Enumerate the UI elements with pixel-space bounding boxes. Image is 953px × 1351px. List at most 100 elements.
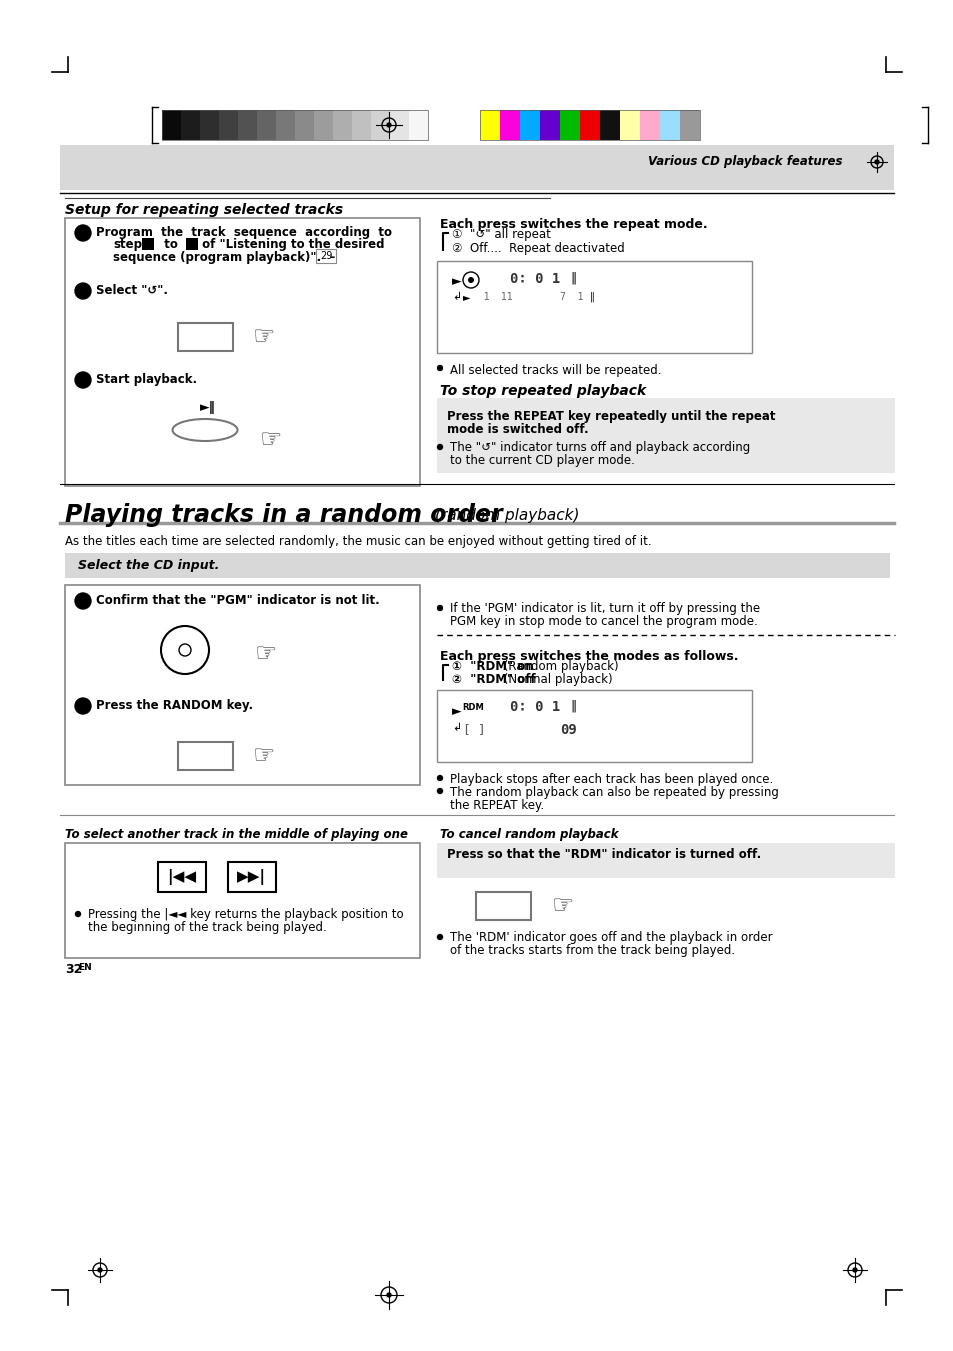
Text: ↲: ↲ (452, 723, 461, 734)
Bar (294, 109, 314, 141)
Text: 1: 1 (472, 292, 489, 303)
Text: 32: 32 (65, 963, 82, 975)
Bar (178, 323, 233, 351)
Text: ‖: ‖ (569, 700, 576, 713)
Text: Playback stops after each track has been played once.: Playback stops after each track has been… (450, 773, 773, 786)
Bar (436, 261, 751, 353)
Bar (162, 109, 428, 141)
FancyBboxPatch shape (186, 238, 198, 250)
Bar (200, 109, 219, 141)
Bar (579, 109, 599, 141)
Text: ‖: ‖ (569, 272, 576, 285)
Text: |◀◀: |◀◀ (168, 869, 196, 885)
Bar (436, 843, 894, 878)
Text: the beginning of the track being played.: the beginning of the track being played. (88, 921, 327, 934)
Text: to the current CD player mode.: to the current CD player mode. (450, 454, 634, 467)
Circle shape (437, 605, 442, 611)
Bar (436, 690, 751, 762)
Text: Each press switches the modes as follows.: Each press switches the modes as follows… (439, 650, 738, 663)
Circle shape (437, 775, 442, 781)
Circle shape (75, 912, 80, 916)
Bar (619, 109, 639, 141)
Text: Press the RANDOM key.: Press the RANDOM key. (96, 698, 253, 712)
Text: Select "↺".: Select "↺". (96, 284, 168, 297)
Text: Pressing the |◄◄ key returns the playback position to: Pressing the |◄◄ key returns the playbac… (88, 908, 403, 921)
Circle shape (98, 1269, 102, 1273)
Text: sequence (program playback)".  –: sequence (program playback)". – (112, 251, 335, 263)
Bar (352, 109, 371, 141)
Text: of "Listening to the desired: of "Listening to the desired (198, 238, 384, 251)
Text: If the 'PGM' indicator is lit, turn it off by pressing the: If the 'PGM' indicator is lit, turn it o… (450, 603, 760, 615)
Text: 11: 11 (495, 292, 512, 303)
Text: 2: 2 (79, 286, 87, 296)
Bar (65, 843, 419, 958)
Text: Program  the  track  sequence  according  to: Program the track sequence according to (96, 226, 392, 239)
Bar (237, 109, 256, 141)
Text: 3: 3 (79, 376, 87, 385)
Text: ►‖: ►‖ (200, 401, 215, 415)
Text: All selected tracks will be repeated.: All selected tracks will be repeated. (450, 363, 660, 377)
Bar (479, 109, 499, 141)
Text: Select the CD input.: Select the CD input. (78, 558, 219, 571)
Text: ①  "↺" all repeat: ① "↺" all repeat (452, 228, 550, 240)
Text: 1: 1 (145, 239, 152, 249)
FancyBboxPatch shape (142, 238, 153, 250)
Text: (Normal playback): (Normal playback) (499, 673, 612, 686)
Text: EN: EN (78, 963, 91, 971)
Circle shape (75, 282, 91, 299)
Bar (158, 862, 206, 892)
Text: 0∶ 0 1: 0∶ 0 1 (510, 272, 559, 286)
Text: 09: 09 (559, 723, 577, 738)
Bar (479, 109, 700, 141)
Text: ►: ► (452, 705, 461, 717)
Text: To stop repeated playback: To stop repeated playback (439, 384, 645, 399)
Circle shape (437, 789, 442, 793)
Bar (178, 742, 233, 770)
Text: Setup for repeating selected tracks: Setup for repeating selected tracks (65, 203, 343, 218)
Text: 29: 29 (319, 251, 332, 261)
Text: to: to (156, 238, 186, 251)
Bar (476, 892, 531, 920)
Circle shape (75, 698, 91, 713)
Text: ①  "RDM" on: ① "RDM" on (452, 661, 533, 673)
Bar (228, 862, 275, 892)
Bar (333, 109, 352, 141)
Bar (65, 585, 419, 785)
Text: Press the REPEAT key repeatedly until the repeat: Press the REPEAT key repeatedly until th… (447, 409, 775, 423)
Bar (679, 109, 700, 141)
Circle shape (437, 935, 442, 939)
Text: ‖: ‖ (589, 292, 595, 303)
Circle shape (75, 372, 91, 388)
Text: PGM key in stop mode to cancel the program mode.: PGM key in stop mode to cancel the progr… (450, 615, 757, 628)
Text: ☞: ☞ (254, 642, 277, 666)
Bar (371, 109, 390, 141)
Text: To select another track in the middle of playing one: To select another track in the middle of… (65, 828, 408, 842)
Text: The 'RDM' indicator goes off and the playback in order: The 'RDM' indicator goes off and the pla… (450, 931, 772, 944)
Text: of the tracks starts from the track being played.: of the tracks starts from the track bein… (450, 944, 735, 957)
Text: 0∶ 0 1: 0∶ 0 1 (510, 700, 559, 713)
Text: the REPEAT key.: the REPEAT key. (450, 798, 543, 812)
Text: ②  Off....  Repeat deactivated: ② Off.... Repeat deactivated (452, 242, 624, 255)
Text: ☞: ☞ (260, 428, 282, 453)
Text: (random playback): (random playback) (435, 508, 578, 523)
Bar (256, 109, 275, 141)
Text: Playing tracks in a random order: Playing tracks in a random order (65, 503, 502, 527)
Text: ▶▶|: ▶▶| (237, 869, 266, 885)
Text: Press so that the "RDM" indicator is turned off.: Press so that the "RDM" indicator is tur… (447, 848, 760, 862)
Bar (314, 109, 333, 141)
Circle shape (75, 226, 91, 240)
Text: RDM: RDM (461, 703, 483, 712)
Bar (599, 109, 619, 141)
Text: 1: 1 (79, 228, 87, 238)
Circle shape (437, 444, 442, 450)
Text: The random playback can also be repeated by pressing: The random playback can also be repeated… (450, 786, 778, 798)
Text: 2: 2 (79, 701, 87, 711)
Text: steps: steps (112, 238, 149, 251)
Bar (65, 218, 419, 486)
Text: Each press switches the repeat mode.: Each press switches the repeat mode. (439, 218, 707, 231)
Bar (519, 109, 539, 141)
Bar (559, 109, 579, 141)
Text: [ ]: [ ] (462, 723, 485, 736)
Text: ↲: ↲ (452, 292, 461, 303)
Text: To cancel random playback: To cancel random playback (439, 828, 618, 842)
